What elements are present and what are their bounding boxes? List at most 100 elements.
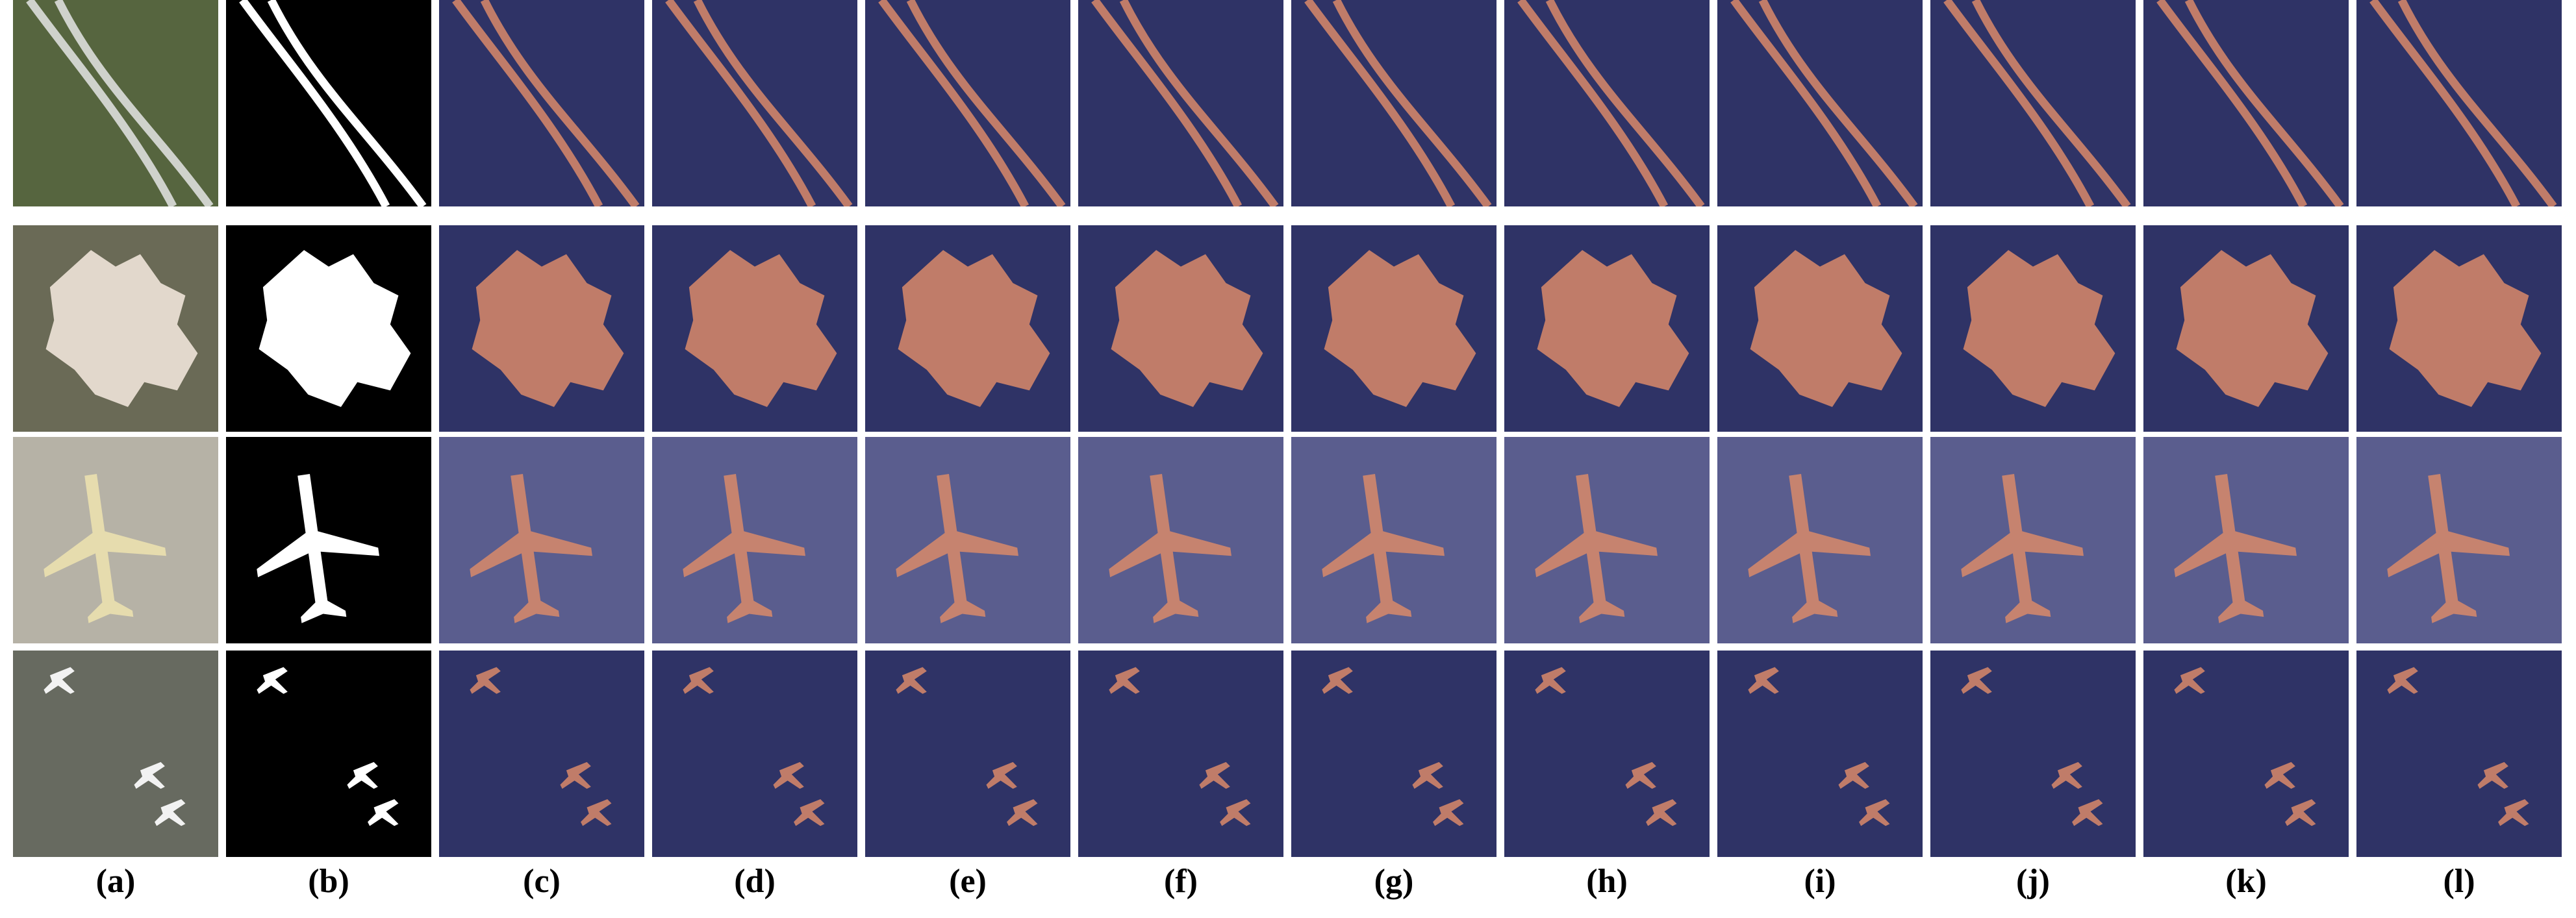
road bbox=[2184, 0, 2344, 206]
column-label: (g) bbox=[1374, 863, 1414, 900]
plane bbox=[683, 474, 805, 623]
column-label: (d) bbox=[734, 863, 776, 900]
panel-image bbox=[1078, 225, 1283, 432]
road bbox=[878, 0, 1029, 206]
plane bbox=[1220, 799, 1251, 826]
heatmap-background bbox=[652, 651, 857, 857]
panel-image bbox=[652, 225, 857, 432]
plane bbox=[1748, 667, 1779, 694]
column-label: (e) bbox=[949, 863, 987, 900]
heatmap-background bbox=[439, 651, 644, 857]
heatmap-background bbox=[865, 651, 1070, 857]
panel-image bbox=[1504, 437, 1710, 643]
panel-image bbox=[652, 651, 857, 857]
panel-image bbox=[1717, 0, 1923, 206]
plane bbox=[683, 667, 714, 694]
building bbox=[1111, 250, 1263, 407]
panel-image bbox=[2143, 225, 2349, 432]
panel-image bbox=[13, 437, 218, 643]
panel-image bbox=[1504, 225, 1710, 432]
panel-image bbox=[1291, 225, 1496, 432]
plane bbox=[2387, 667, 2418, 694]
road bbox=[1119, 0, 1279, 206]
panel-image bbox=[226, 437, 431, 643]
plane bbox=[1109, 667, 1140, 694]
panel-image bbox=[439, 225, 644, 432]
panel-image bbox=[2143, 437, 2349, 643]
road bbox=[1091, 0, 1243, 206]
plane bbox=[44, 474, 166, 623]
plane bbox=[2477, 762, 2508, 789]
road bbox=[26, 0, 177, 206]
plane bbox=[1961, 474, 2084, 623]
panel-image bbox=[1291, 0, 1496, 206]
plane bbox=[2498, 799, 2529, 826]
building bbox=[259, 250, 411, 407]
building bbox=[1750, 250, 1902, 407]
plane bbox=[1109, 474, 1231, 623]
plane bbox=[2051, 762, 2082, 789]
plane bbox=[1838, 762, 1869, 789]
plane bbox=[2072, 799, 2103, 826]
column-label: (k) bbox=[2225, 863, 2267, 900]
road bbox=[665, 0, 816, 206]
panel-image bbox=[439, 0, 644, 206]
building bbox=[45, 250, 198, 407]
plane bbox=[1199, 762, 1230, 789]
road bbox=[452, 0, 603, 206]
panel-image bbox=[2143, 0, 2349, 206]
building bbox=[472, 250, 624, 407]
panel-image bbox=[2143, 651, 2349, 857]
plane bbox=[1535, 474, 1658, 623]
road bbox=[480, 0, 640, 206]
plane bbox=[2174, 474, 2297, 623]
plane bbox=[1535, 667, 1566, 694]
panel-image bbox=[1717, 225, 1923, 432]
road bbox=[1943, 0, 2095, 206]
panel-image bbox=[226, 225, 431, 432]
mask-background bbox=[226, 651, 431, 857]
plane bbox=[1322, 474, 1445, 623]
plane bbox=[1625, 762, 1656, 789]
column-label: (b) bbox=[308, 863, 349, 900]
panel-image bbox=[1078, 0, 1283, 206]
panel-image bbox=[439, 651, 644, 857]
plane bbox=[773, 762, 804, 789]
panel-image bbox=[652, 0, 857, 206]
panel-image bbox=[2356, 437, 2562, 643]
plane bbox=[155, 799, 186, 826]
plane bbox=[2174, 667, 2205, 694]
building bbox=[1324, 250, 1476, 407]
plane bbox=[470, 474, 592, 623]
panel-image bbox=[2356, 0, 2562, 206]
column-label: (f) bbox=[1164, 863, 1198, 900]
panel-image bbox=[1717, 437, 1923, 643]
heatmap-background bbox=[2143, 651, 2349, 857]
road bbox=[1304, 0, 1456, 206]
column-label: (c) bbox=[523, 863, 561, 900]
road bbox=[239, 0, 390, 206]
plane bbox=[2264, 762, 2295, 789]
plane bbox=[470, 667, 501, 694]
panel-image bbox=[652, 437, 857, 643]
plane bbox=[2387, 474, 2510, 623]
road bbox=[2369, 0, 2521, 206]
panel-image bbox=[1717, 651, 1923, 857]
column-label: (l) bbox=[2443, 863, 2475, 900]
panel-image bbox=[13, 651, 218, 857]
plane bbox=[794, 799, 825, 826]
building bbox=[1537, 250, 1689, 407]
road bbox=[906, 0, 1066, 206]
heatmap-background bbox=[2356, 651, 2562, 857]
panel-image bbox=[226, 0, 431, 206]
plane bbox=[560, 762, 591, 789]
plane bbox=[2285, 799, 2316, 826]
panel-image bbox=[1930, 437, 2136, 643]
panel-image bbox=[1291, 437, 1496, 643]
plane bbox=[347, 762, 378, 789]
road bbox=[54, 0, 214, 206]
building bbox=[2176, 250, 2329, 407]
panel-image bbox=[1078, 437, 1283, 643]
panel-image bbox=[2356, 651, 2562, 857]
building bbox=[685, 250, 837, 407]
